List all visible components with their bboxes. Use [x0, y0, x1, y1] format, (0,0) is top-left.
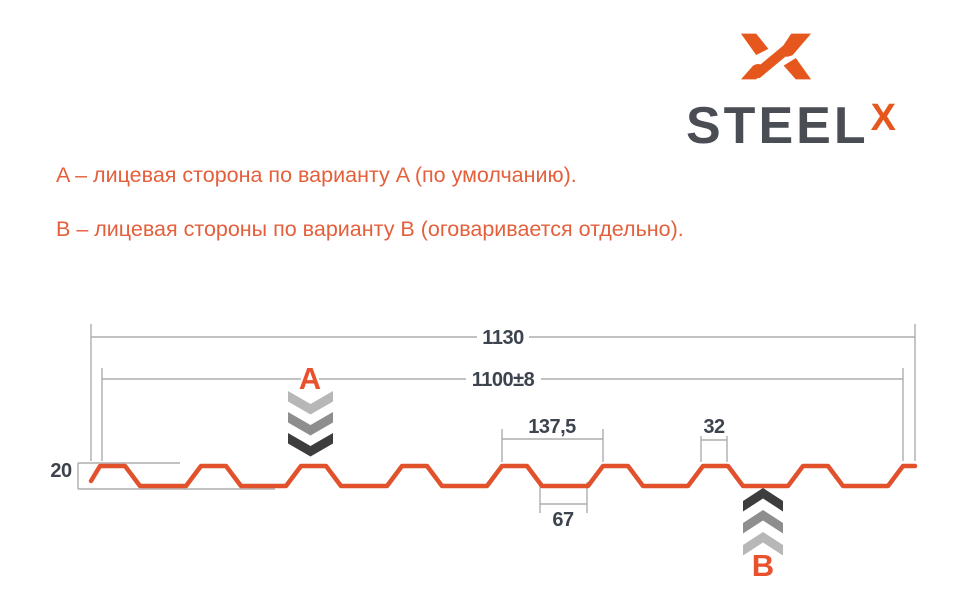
dim-lines-rib-top [700, 436, 728, 462]
dim-label-profile-height: 20 [50, 460, 72, 482]
brand-x-superscript: X [870, 97, 896, 139]
profile-cross-section [88, 463, 918, 489]
side-b-chevrons-up-icon [743, 488, 783, 556]
dim-label-working-width: 1100±8 [472, 369, 535, 391]
marker-side-a-letter: A [299, 361, 321, 396]
brand-steel-text: STEEL [686, 97, 869, 155]
chevron-up-dark [743, 488, 783, 512]
chevron-down-dark [288, 433, 333, 457]
chevron-down-light [288, 391, 333, 415]
note-side-a: A – лицевая сторона по варианту A (по ум… [56, 163, 577, 187]
chevron-down-mid [288, 412, 333, 436]
side-a-chevrons-down-icon [288, 391, 333, 457]
dim-lines-profile-height [77, 462, 275, 490]
note-side-b: B – лицевая стороны по варианту B (огова… [56, 217, 684, 241]
dim-lines-overall-width [90, 324, 916, 461]
dim-label-rib-bottom: 67 [552, 509, 574, 531]
dim-label-rib-top: 32 [703, 416, 725, 438]
chevron-up-mid [743, 510, 783, 534]
dim-label-overall-width: 1130 [482, 327, 524, 349]
dim-label-rib-pitch: 137,5 [528, 416, 576, 438]
dim-lines-working-width [101, 368, 904, 461]
chevron-up-light [743, 532, 783, 556]
dim-lines-rib-pitch [501, 429, 604, 462]
steelx-logo-x-icon [740, 33, 812, 80]
brand-wordmark: STEELX [686, 97, 896, 157]
dimension-lines [77, 324, 916, 513]
marker-side-b-letter: B [752, 548, 774, 583]
